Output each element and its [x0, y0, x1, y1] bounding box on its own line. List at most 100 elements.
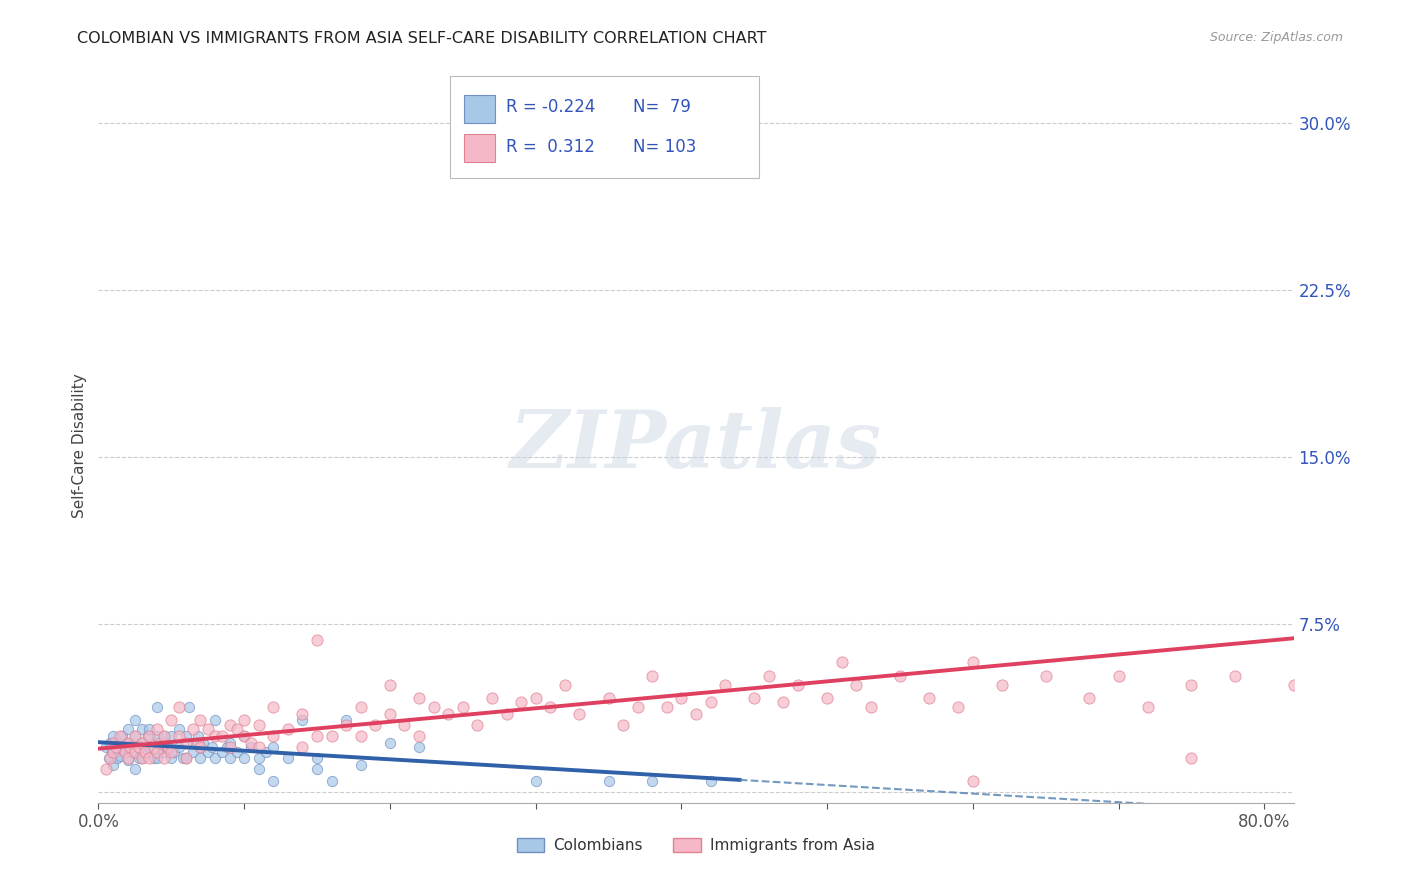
Point: [240, 735, 263, 749]
Point: [149, 740, 172, 755]
Text: ZIPatlas: ZIPatlas: [510, 408, 882, 484]
Point: [117, 723, 139, 737]
Point: [121, 744, 143, 758]
Point: [335, 717, 357, 731]
Point: [1180, 678, 1202, 692]
Point: [204, 714, 226, 728]
Point: [699, 773, 721, 788]
Point: [98, 735, 121, 749]
Point: [124, 762, 146, 776]
Point: [225, 744, 247, 758]
Point: [134, 744, 156, 758]
Point: [149, 735, 172, 749]
Point: [218, 735, 240, 749]
Point: [160, 751, 183, 765]
Point: [215, 740, 238, 755]
Point: [153, 744, 176, 758]
Point: [153, 729, 176, 743]
Point: [495, 706, 517, 721]
Point: [277, 723, 299, 737]
Point: [120, 735, 142, 749]
Point: [1078, 690, 1101, 705]
Point: [138, 740, 160, 755]
Text: N= 103: N= 103: [633, 138, 696, 156]
Point: [152, 735, 174, 749]
Point: [554, 678, 576, 692]
Point: [538, 699, 561, 714]
Point: [859, 699, 882, 714]
Point: [181, 744, 204, 758]
Point: [160, 744, 183, 758]
Point: [101, 758, 124, 772]
Point: [174, 751, 197, 765]
Point: [321, 729, 343, 743]
Point: [233, 714, 256, 728]
Legend: Colombians, Immigrants from Asia: Colombians, Immigrants from Asia: [510, 831, 882, 859]
Point: [1225, 669, 1247, 683]
Point: [394, 717, 416, 731]
Y-axis label: Self-Care Disability: Self-Care Disability: [72, 374, 87, 518]
Point: [167, 723, 190, 737]
Point: [1180, 751, 1202, 765]
Point: [190, 714, 212, 728]
Point: [145, 744, 167, 758]
Point: [233, 729, 256, 743]
Point: [641, 773, 664, 788]
Point: [335, 714, 357, 728]
Point: [233, 751, 256, 765]
Point: [134, 744, 156, 758]
Point: [350, 758, 373, 772]
Point: [655, 699, 678, 714]
Point: [378, 735, 401, 749]
Point: [120, 740, 142, 755]
Point: [204, 751, 226, 765]
Point: [350, 699, 373, 714]
Point: [305, 633, 328, 648]
Point: [131, 751, 153, 765]
Point: [181, 735, 204, 749]
Point: [104, 740, 127, 755]
Point: [291, 740, 314, 755]
Point: [240, 740, 263, 755]
Point: [524, 773, 547, 788]
Point: [105, 751, 128, 765]
Point: [174, 735, 197, 749]
Point: [598, 690, 620, 705]
Point: [758, 669, 780, 683]
Point: [101, 744, 124, 758]
Point: [201, 740, 224, 755]
Point: [111, 729, 134, 743]
Point: [211, 729, 233, 743]
Point: [918, 690, 941, 705]
Point: [186, 735, 208, 749]
Point: [138, 751, 160, 765]
Point: [991, 678, 1014, 692]
Point: [422, 699, 444, 714]
Point: [153, 729, 176, 743]
Point: [451, 699, 474, 714]
Point: [962, 773, 984, 788]
Point: [127, 740, 149, 755]
Point: [145, 751, 167, 765]
Point: [408, 740, 430, 755]
Point: [117, 753, 139, 767]
Point: [481, 690, 503, 705]
Point: [305, 762, 328, 776]
Point: [305, 751, 328, 765]
Point: [510, 696, 533, 710]
Point: [408, 690, 430, 705]
Point: [1340, 182, 1362, 196]
Point: [321, 773, 343, 788]
Point: [437, 706, 460, 721]
Point: [1136, 699, 1159, 714]
Point: [186, 729, 208, 743]
Point: [1108, 669, 1130, 683]
Point: [190, 740, 212, 755]
Point: [787, 678, 810, 692]
Point: [612, 717, 634, 731]
Point: [699, 696, 721, 710]
Point: [889, 669, 911, 683]
Point: [714, 678, 737, 692]
Point: [157, 740, 180, 755]
Point: [142, 751, 165, 765]
